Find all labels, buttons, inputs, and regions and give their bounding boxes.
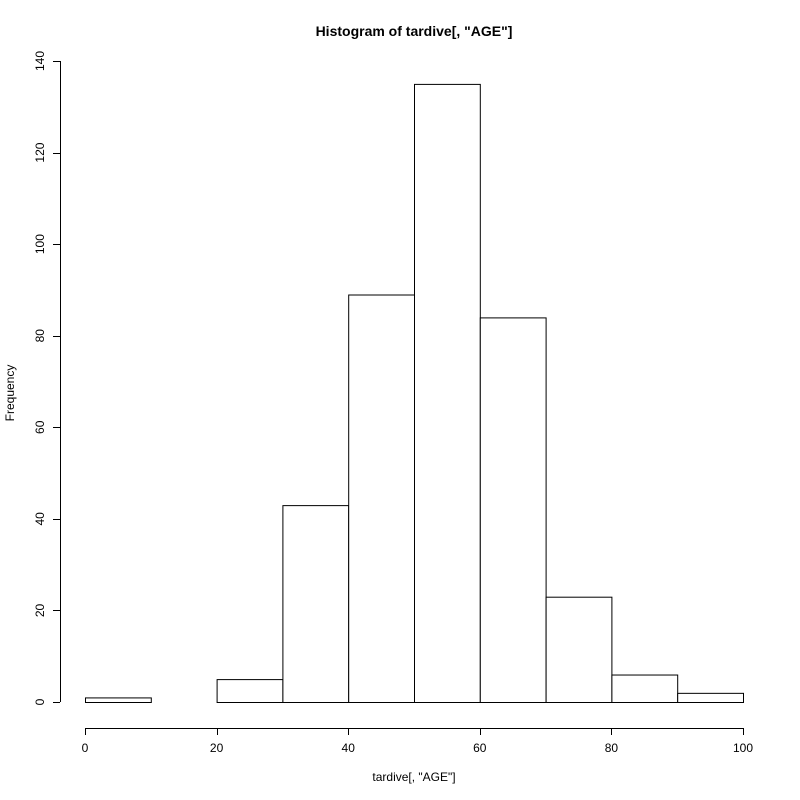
y-tick-label: 20 (33, 603, 47, 617)
y-axis-label: Frequency (3, 365, 17, 422)
y-tick-label: 140 (33, 51, 47, 71)
x-tick-label: 20 (210, 741, 224, 755)
x-tick-label: 0 (82, 741, 89, 755)
y-tick-label: 40 (33, 512, 47, 526)
x-axis-label: tardive[, "AGE"] (372, 770, 455, 784)
y-tick-label: 120 (33, 142, 47, 162)
x-tick-label: 60 (473, 741, 487, 755)
x-tick-label: 100 (733, 741, 753, 755)
y-tick-label: 80 (33, 329, 47, 343)
histogram-bar-60-70 (479, 317, 547, 703)
x-tick-label: 80 (605, 741, 619, 755)
histogram-bar-70-80 (545, 596, 613, 704)
histogram-bar-80-90 (611, 674, 679, 703)
histogram-bar-90-100 (677, 692, 745, 703)
y-axis: 0 20 40 60 80 100 120 140 (33, 51, 61, 705)
x-axis: 0 20 40 60 80 100 (82, 728, 753, 755)
histogram-bar-0-10 (85, 697, 152, 704)
y-tick-label: 60 (33, 420, 47, 434)
chart-title: Histogram of tardive[, "AGE"] (316, 23, 513, 39)
x-tick-label: 40 (342, 741, 356, 755)
y-tick-label: 100 (33, 234, 47, 254)
histogram-bar-50-60 (414, 83, 481, 703)
histogram-bar-40-50 (348, 294, 416, 703)
histogram-bar-20-30 (216, 679, 284, 703)
histogram-bar-30-40 (282, 505, 350, 703)
y-tick-label: 0 (33, 698, 47, 705)
bars-group (85, 83, 745, 704)
